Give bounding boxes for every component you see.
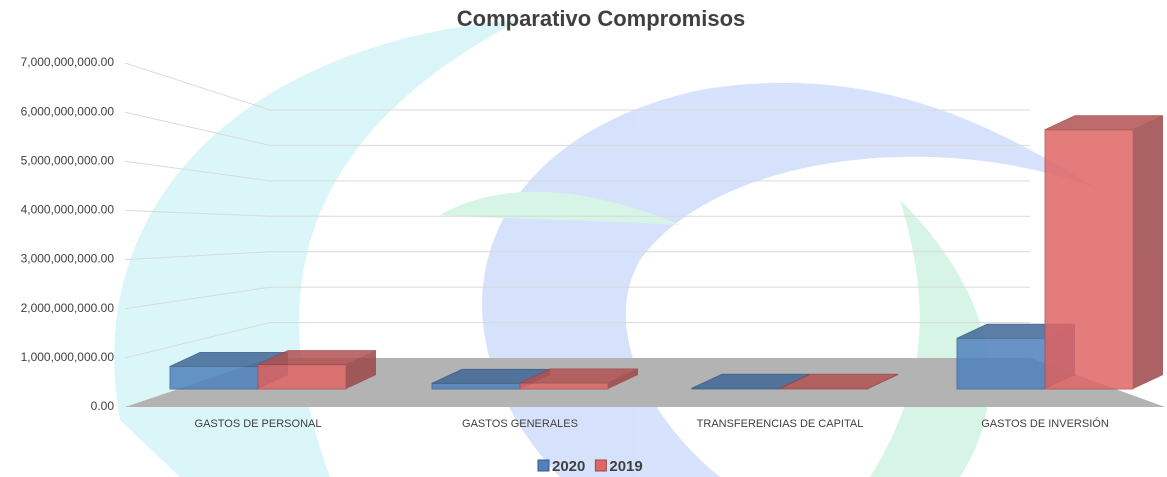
y-tick-label: 3,000,000,000.00: [21, 252, 115, 266]
background-decoration: [114, 20, 1100, 477]
grid-line: [124, 62, 1030, 111]
floor: [125, 358, 1165, 407]
legend-label: 2020: [552, 458, 585, 475]
bar: [519, 368, 639, 390]
grid-line: [124, 209, 1030, 217]
bar-front: [257, 364, 347, 390]
grid-line: [124, 286, 1030, 310]
bar-front: [956, 337, 1046, 390]
bar-right: [346, 350, 376, 389]
y-tick-label: 0.00: [91, 399, 115, 413]
grid-line: [124, 111, 1030, 146]
legend-swatch: [537, 459, 550, 472]
bar-front: [1044, 129, 1134, 390]
bar: [257, 350, 377, 390]
y-tick-label: 1,000,000,000.00: [21, 350, 115, 364]
x-tick-label: GASTOS GENERALES: [462, 418, 578, 430]
bar-right: [868, 374, 898, 389]
bar-front: [519, 382, 609, 390]
y-tick-label: 7,000,000,000.00: [21, 55, 115, 69]
grid-line: [124, 160, 1030, 182]
grid-line: [124, 322, 1030, 359]
y-tick-label: 2,000,000,000.00: [21, 301, 115, 315]
bar-right: [608, 368, 638, 389]
bar: [779, 373, 899, 390]
y-tick-label: 5,000,000,000.00: [21, 153, 115, 167]
grid-line: [124, 251, 1030, 261]
bar: [956, 323, 1076, 390]
bar-front: [169, 365, 259, 390]
bar-front: [431, 382, 521, 390]
x-tick-label: TRANSFERENCIAS DE CAPITAL: [697, 418, 864, 430]
y-tick-label: 4,000,000,000.00: [21, 203, 115, 217]
legend-swatch: [594, 459, 607, 472]
x-tick-label: GASTOS DE PERSONAL: [195, 418, 322, 430]
legend-label: 2019: [609, 458, 642, 475]
x-tick-label: GASTOS DE INVERSIÓN: [981, 417, 1109, 430]
y-tick-label: 6,000,000,000.00: [21, 104, 115, 118]
plot-area: 0.00 1,000,000,000.00 2,000,000,000.00 3,00…: [21, 55, 1165, 475]
bar: [1044, 115, 1164, 390]
bar-right: [1133, 115, 1163, 389]
chart-title: Comparativo Compromisos: [457, 6, 746, 31]
